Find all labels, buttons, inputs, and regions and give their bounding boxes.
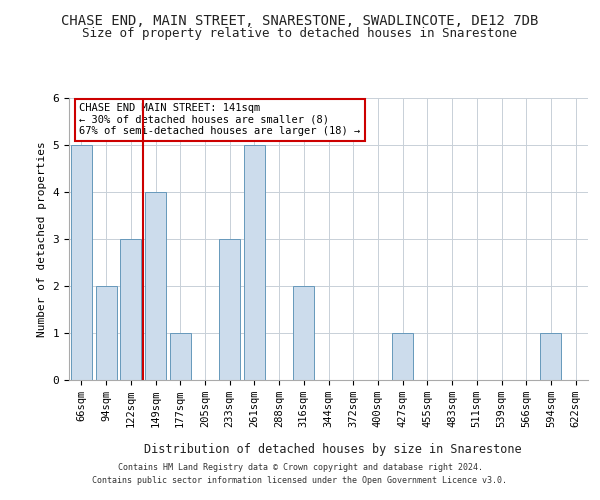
Bar	[541, 333, 562, 380]
Bar	[170, 333, 191, 380]
Text: Size of property relative to detached houses in Snarestone: Size of property relative to detached ho…	[83, 28, 517, 40]
Text: CHASE END, MAIN STREET, SNARESTONE, SWADLINCOTE, DE12 7DB: CHASE END, MAIN STREET, SNARESTONE, SWAD…	[61, 14, 539, 28]
Bar	[219, 239, 240, 380]
Text: Contains HM Land Registry data © Crown copyright and database right 2024.
Contai: Contains HM Land Registry data © Crown c…	[92, 464, 508, 485]
Bar	[293, 286, 314, 380]
Bar	[95, 286, 116, 380]
Bar	[392, 333, 413, 380]
Bar	[244, 144, 265, 380]
Bar	[145, 192, 166, 380]
Text: Distribution of detached houses by size in Snarestone: Distribution of detached houses by size …	[144, 442, 522, 456]
Bar	[120, 239, 141, 380]
Bar	[71, 144, 92, 380]
Text: CHASE END MAIN STREET: 141sqm
← 30% of detached houses are smaller (8)
67% of se: CHASE END MAIN STREET: 141sqm ← 30% of d…	[79, 103, 361, 136]
Y-axis label: Number of detached properties: Number of detached properties	[37, 141, 47, 336]
